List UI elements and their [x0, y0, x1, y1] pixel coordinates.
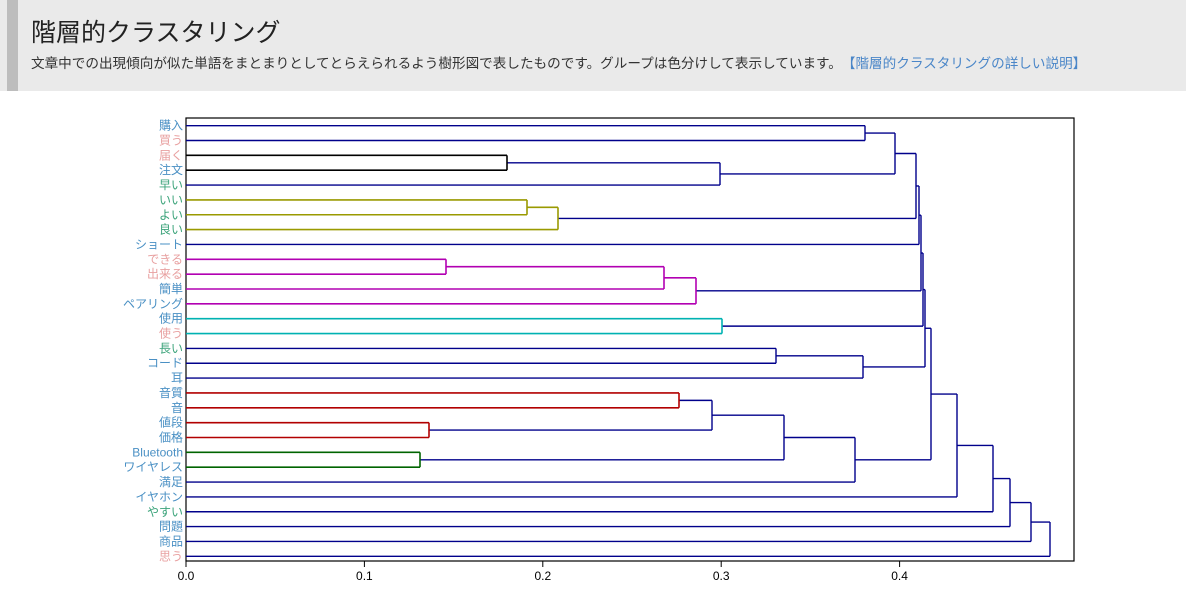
- svg-text:0.4: 0.4: [891, 569, 908, 583]
- svg-text:長い: 長い: [159, 341, 183, 355]
- svg-text:注文: 注文: [159, 162, 183, 177]
- svg-text:使う: 使う: [159, 326, 183, 341]
- svg-text:届く: 届く: [159, 148, 183, 162]
- svg-text:出来る: 出来る: [147, 267, 183, 281]
- svg-text:いい: いい: [159, 193, 183, 207]
- svg-text:ワイヤレス: ワイヤレス: [123, 460, 183, 474]
- svg-text:ペアリング: ペアリング: [123, 297, 183, 311]
- svg-text:良い: 良い: [159, 222, 183, 237]
- svg-text:値段: 値段: [159, 415, 183, 430]
- svg-text:ショート: ショート: [135, 237, 183, 251]
- svg-text:イヤホン: イヤホン: [135, 490, 183, 504]
- svg-text:思う: 思う: [159, 549, 183, 563]
- svg-text:使用: 使用: [159, 311, 183, 326]
- svg-text:価格: 価格: [159, 430, 183, 445]
- svg-text:コード: コード: [147, 356, 183, 370]
- svg-text:商品: 商品: [159, 534, 183, 549]
- svg-text:Bluetooth: Bluetooth: [132, 445, 183, 459]
- svg-text:0.0: 0.0: [178, 569, 195, 583]
- svg-text:耳: 耳: [171, 371, 183, 385]
- svg-text:0.2: 0.2: [534, 569, 551, 583]
- svg-text:早い: 早い: [159, 178, 183, 192]
- svg-text:音: 音: [171, 400, 183, 415]
- svg-text:購入: 購入: [159, 119, 183, 133]
- svg-text:簡単: 簡単: [159, 281, 183, 296]
- svg-text:0.3: 0.3: [713, 569, 730, 583]
- svg-text:0.1: 0.1: [356, 569, 373, 583]
- svg-text:満足: 満足: [159, 475, 183, 489]
- svg-text:よい: よい: [159, 208, 183, 222]
- svg-text:音質: 音質: [159, 385, 183, 400]
- svg-text:問題: 問題: [159, 520, 183, 534]
- svg-text:できる: できる: [147, 252, 183, 266]
- svg-text:買う: 買う: [159, 134, 183, 148]
- svg-text:やすい: やすい: [147, 505, 183, 519]
